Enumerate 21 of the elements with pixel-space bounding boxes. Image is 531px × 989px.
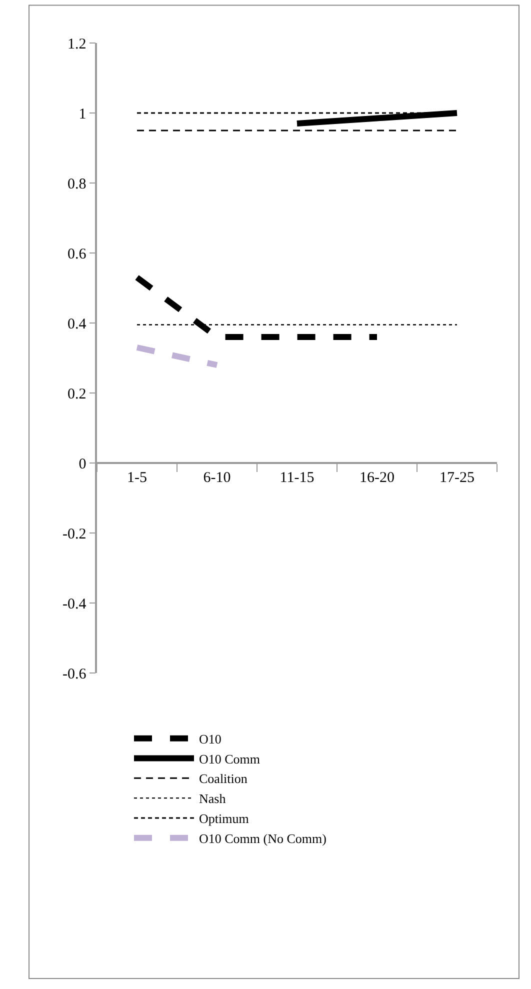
legend-label: O10	[199, 731, 222, 746]
legend-label: Optimum	[199, 811, 249, 826]
x-tick-label: 11-15	[280, 470, 314, 486]
x-tick-label: 17-25	[440, 470, 474, 486]
y-tick-label: 0.4	[68, 316, 87, 332]
y-tick-label: -0.4	[62, 596, 87, 612]
y-tick-label: -0.2	[62, 526, 86, 542]
x-tick-label: 16-20	[360, 470, 394, 486]
y-tick-label: 0	[78, 456, 86, 472]
x-tick-label: 6-10	[203, 470, 231, 486]
y-tick-label: 1	[78, 106, 86, 122]
y-tick-label: 1.2	[68, 36, 86, 52]
legend-label: O10 Comm	[199, 751, 260, 766]
legend-label: O10 Comm (No Comm)	[199, 830, 326, 846]
y-tick-label: 0.2	[68, 386, 86, 402]
legend-label: Coalition	[199, 771, 248, 786]
y-tick-label: 0.6	[68, 246, 87, 262]
y-tick-label: 0.8	[68, 176, 86, 192]
legend-label: Nash	[199, 791, 226, 806]
x-tick-label: 1-5	[127, 470, 147, 486]
y-tick-label: -0.6	[62, 666, 87, 682]
